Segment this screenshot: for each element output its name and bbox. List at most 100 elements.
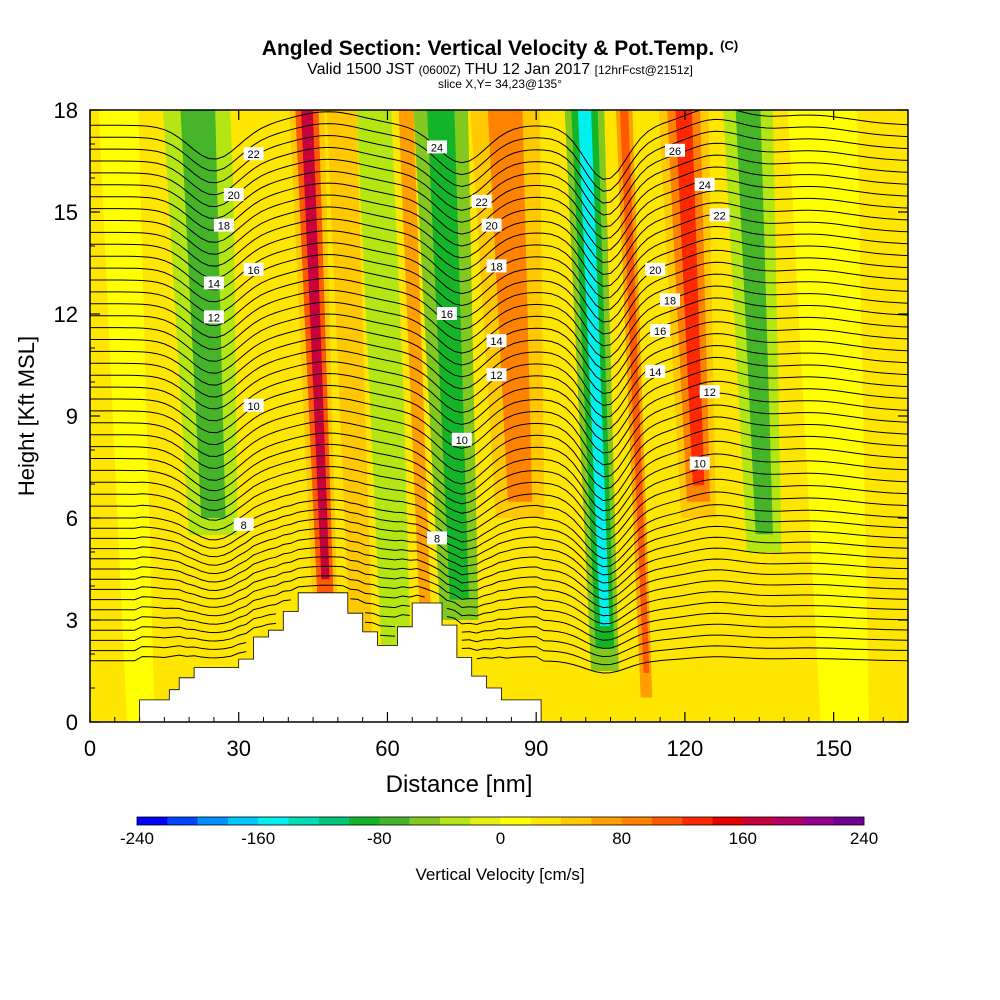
contour-label-26: 26 xyxy=(665,143,685,158)
contour-label-12: 12 xyxy=(203,310,224,324)
theta-contour-22 xyxy=(90,214,908,287)
velocity-band-12-core2 xyxy=(675,110,705,486)
contour-label-24: 24 xyxy=(427,140,447,154)
colorbar-swatch xyxy=(682,817,713,825)
colorbar-swatch xyxy=(621,817,653,825)
theta-contour-9 xyxy=(90,518,908,576)
contour-label-text: 20 xyxy=(228,190,240,202)
valid-time-main: Valid 1500 JST xyxy=(307,61,415,78)
contour-label-bg xyxy=(203,276,224,290)
theta-contour-9.5 xyxy=(90,508,908,568)
theta-contour-11.5 xyxy=(90,465,908,531)
contour-label-20: 20 xyxy=(645,262,666,277)
colorbar-swatch xyxy=(773,817,804,825)
colorbar-swatch xyxy=(561,817,592,825)
theta-contour-5 xyxy=(90,598,908,641)
theta-contour-17.5 xyxy=(90,321,908,395)
contour-label-18: 18 xyxy=(486,259,507,273)
theta-contour-24.5 xyxy=(90,154,908,228)
velocity-band-7-core1 xyxy=(398,110,434,698)
contour-label-bg xyxy=(436,307,457,320)
y-tick-label: 6 xyxy=(66,506,78,531)
colorbar-swatch xyxy=(591,817,622,825)
contour-label-16: 16 xyxy=(436,307,457,321)
colorbar-tick-label: -160 xyxy=(241,829,275,848)
contour-label-bg xyxy=(699,385,720,399)
contour-label-bg xyxy=(650,324,671,337)
contour-label-18: 18 xyxy=(213,218,234,233)
contour-label-10: 10 xyxy=(689,456,710,471)
colorbar-swatch xyxy=(349,817,380,825)
y-tick-label: 15 xyxy=(54,200,78,225)
theta-contour-26 xyxy=(90,118,908,192)
colorbar-swatch xyxy=(470,817,501,825)
colorbar-tick-label: 240 xyxy=(850,829,878,848)
velocity-band-10-core2 xyxy=(577,110,610,627)
contour-label-22: 22 xyxy=(243,147,264,161)
contour-label-bg xyxy=(243,262,264,276)
contour-label-text: 20 xyxy=(649,265,661,277)
contour-label-text: 18 xyxy=(664,295,676,307)
theta-contour-8 xyxy=(90,537,908,592)
slice-info: slice X,Y= 34,23@135° xyxy=(437,77,563,91)
velocity-band-11-core2 xyxy=(620,110,650,673)
colorbar-swatch xyxy=(651,817,683,825)
contour-label-text: 10 xyxy=(247,401,259,413)
colorbar-swatch xyxy=(379,817,410,825)
colorbar-swatch xyxy=(227,817,259,825)
contour-label-bg xyxy=(665,143,685,157)
terrain xyxy=(90,592,908,722)
y-tick-label: 9 xyxy=(66,404,78,429)
contour-label-20: 20 xyxy=(223,188,244,202)
colorbar-swatch xyxy=(258,817,289,825)
contour-label-bg xyxy=(243,398,264,412)
contour-label-bg xyxy=(660,293,680,307)
theta-contour-4.5 xyxy=(90,612,908,649)
theta-contour-12.5 xyxy=(90,440,908,512)
contour-label-text: 14 xyxy=(490,336,502,348)
theta-contour-19.5 xyxy=(90,273,908,347)
contour-label-text: 16 xyxy=(441,309,453,321)
velocity-band-4-core2 xyxy=(301,110,330,580)
colorbar-swatch xyxy=(409,817,441,825)
x-tick-label: 90 xyxy=(524,736,548,761)
contour-label-text: 10 xyxy=(456,435,468,447)
contour-label-22: 22 xyxy=(709,208,730,222)
contour-label-14: 14 xyxy=(645,364,666,379)
valid-time-line: Valid 1500 JST (0600Z) THU 12 Jan 2017 [… xyxy=(0,61,1000,79)
contour-label-12: 12 xyxy=(486,368,507,382)
theta-contour-25.5 xyxy=(90,130,908,204)
velocity-band-8-core1 xyxy=(427,110,469,600)
velocity-band-3 xyxy=(230,110,274,722)
contour-label-bg xyxy=(213,218,234,232)
contour-label-bg xyxy=(694,177,715,191)
colorbar-swatch xyxy=(288,817,320,825)
velocity-band-2-core1 xyxy=(180,110,226,518)
theta-contour-22.5 xyxy=(90,202,908,276)
velocity-band-5 xyxy=(326,110,375,722)
colorbar-tick-label: -80 xyxy=(367,829,392,848)
contour-label-bg xyxy=(427,531,447,545)
contour-label-bg xyxy=(645,262,666,276)
contour-label-text: 12 xyxy=(208,312,220,324)
colorbar-swatch xyxy=(803,817,835,825)
theta-contour-21.5 xyxy=(90,225,908,299)
contour-label-bg xyxy=(451,432,472,446)
colorbar-swatch xyxy=(500,817,532,825)
x-tick-label: 120 xyxy=(667,736,704,761)
chart-title: Angled Section: Vertical Velocity & Pot.… xyxy=(0,37,1000,61)
contour-label-text: 14 xyxy=(649,367,661,379)
theta-contour-17 xyxy=(90,333,908,406)
contour-label-bg xyxy=(689,456,710,470)
colorbar-swatch xyxy=(530,817,562,825)
contour-label-text: 12 xyxy=(704,387,716,399)
theta-contour-6.5 xyxy=(90,565,908,617)
theta-contour-20.5 xyxy=(90,249,908,323)
contour-label-bg xyxy=(471,194,492,208)
contour-label-bg xyxy=(486,259,507,273)
velocity-band-1 xyxy=(98,110,155,722)
x-tick-label: 150 xyxy=(815,736,852,761)
colorbar-swatch xyxy=(167,817,198,825)
contour-label-16: 16 xyxy=(243,262,264,277)
